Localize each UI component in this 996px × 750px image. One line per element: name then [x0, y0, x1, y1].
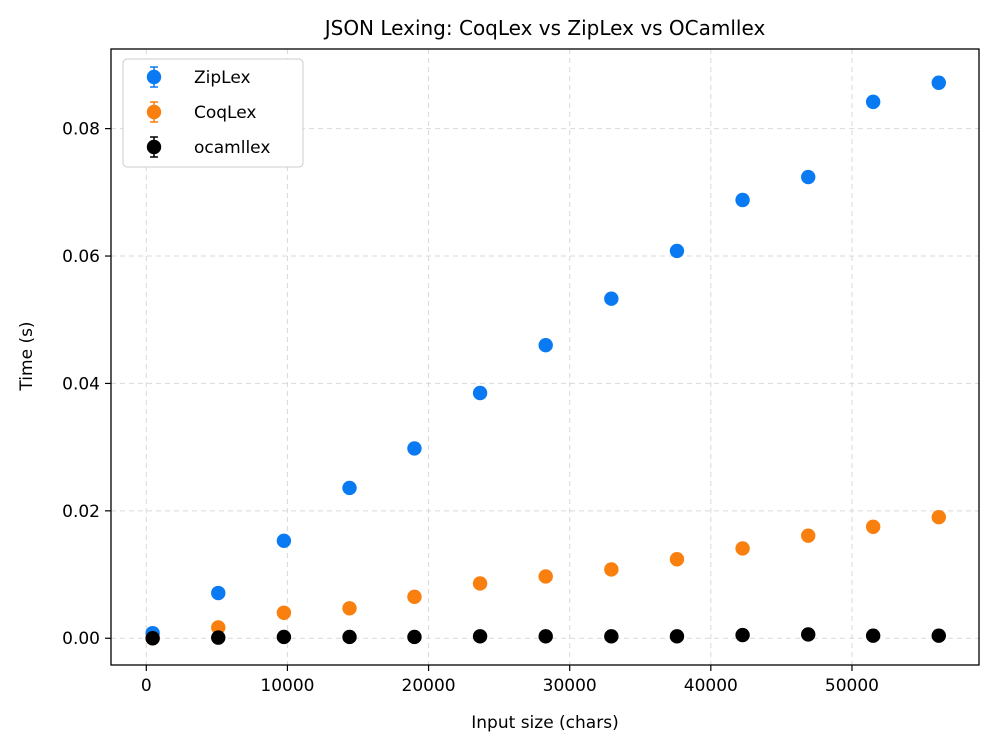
coqlex-point [801, 528, 816, 543]
coqlex-point [538, 569, 553, 584]
axis-ticks: 0 10000 20000 30000 40000 50000 0.00 0.02 0.04 0.… [62, 120, 879, 696]
ocamllex-point [801, 627, 816, 642]
y-tick-label: 0.00 [62, 629, 100, 649]
x-tick-label: 30000 [543, 676, 597, 696]
legend-marker [146, 104, 162, 120]
ocamllex-point [276, 629, 292, 645]
y-tick-label: 0.06 [62, 247, 100, 267]
x-tick-label: 50000 [825, 676, 879, 696]
ocamllex-point [342, 629, 357, 645]
x-tick-label: 20000 [402, 676, 456, 696]
coqlex-point [276, 605, 292, 620]
ziplex-point [604, 291, 619, 306]
x-tick-label: 0 [141, 676, 152, 696]
ziplex-point [931, 75, 946, 90]
coqlex-point [865, 519, 881, 534]
coqlex-point [407, 589, 422, 605]
coqlex-point [931, 510, 946, 525]
coqlex-point [669, 552, 685, 567]
ocamllex-point [145, 631, 160, 646]
data-points [145, 75, 946, 646]
x-tick-label: 10000 [260, 676, 314, 696]
ocamllex-point [604, 629, 619, 644]
ziplex-point [669, 243, 685, 259]
legend-label: ZipLex [194, 68, 251, 88]
ocamllex-point [669, 629, 685, 644]
ocamllex-point [931, 628, 946, 643]
ziplex-point [407, 441, 422, 456]
legend-box [122, 58, 304, 168]
plot-frame [110, 48, 980, 666]
coqlex-point [342, 601, 357, 616]
legend-marker [146, 69, 162, 85]
legend-marker [146, 139, 162, 155]
y-tick-label: 0.04 [62, 374, 100, 394]
ziplex-point [538, 338, 553, 353]
ziplex-point [801, 169, 816, 185]
coqlex-point [735, 541, 750, 556]
legend-item-ocamllex: ocamllex [146, 136, 270, 158]
y-tick-label: 0.02 [62, 502, 100, 522]
x-tick-label: 40000 [684, 676, 738, 696]
ziplex-point [342, 480, 357, 496]
series-ziplex [145, 75, 946, 641]
legend: ZipLex CoqLex ocamllex [122, 58, 304, 168]
ziplex-point [865, 94, 881, 110]
ocamllex-point [865, 628, 881, 643]
series-ocamllex [145, 627, 946, 646]
ocamllex-point [735, 627, 750, 643]
coqlex-point [211, 620, 226, 635]
coqlex-point [472, 576, 488, 591]
ziplex-point [735, 192, 750, 208]
ocamllex-point [407, 629, 422, 645]
legend-label: CoqLex [194, 103, 256, 123]
ziplex-point [276, 533, 292, 548]
ocamllex-point [472, 629, 488, 644]
ziplex-point [472, 385, 488, 401]
x-axis-label: Input size (chars) [471, 713, 618, 733]
legend-label: ocamllex [194, 138, 270, 158]
y-axis-label: Time (s) [17, 321, 37, 391]
y-tick-label: 0.08 [62, 120, 100, 140]
legend-item-ziplex: ZipLex [146, 66, 251, 88]
chart-title: JSON Lexing: CoqLex vs ZipLex vs OCamlle… [323, 16, 766, 40]
grid [111, 49, 979, 665]
ocamllex-point [538, 629, 553, 644]
coqlex-point [604, 562, 619, 577]
ocamllex-point [211, 630, 226, 645]
legend-item-coqlex: CoqLex [146, 101, 256, 123]
ziplex-point [211, 585, 226, 601]
